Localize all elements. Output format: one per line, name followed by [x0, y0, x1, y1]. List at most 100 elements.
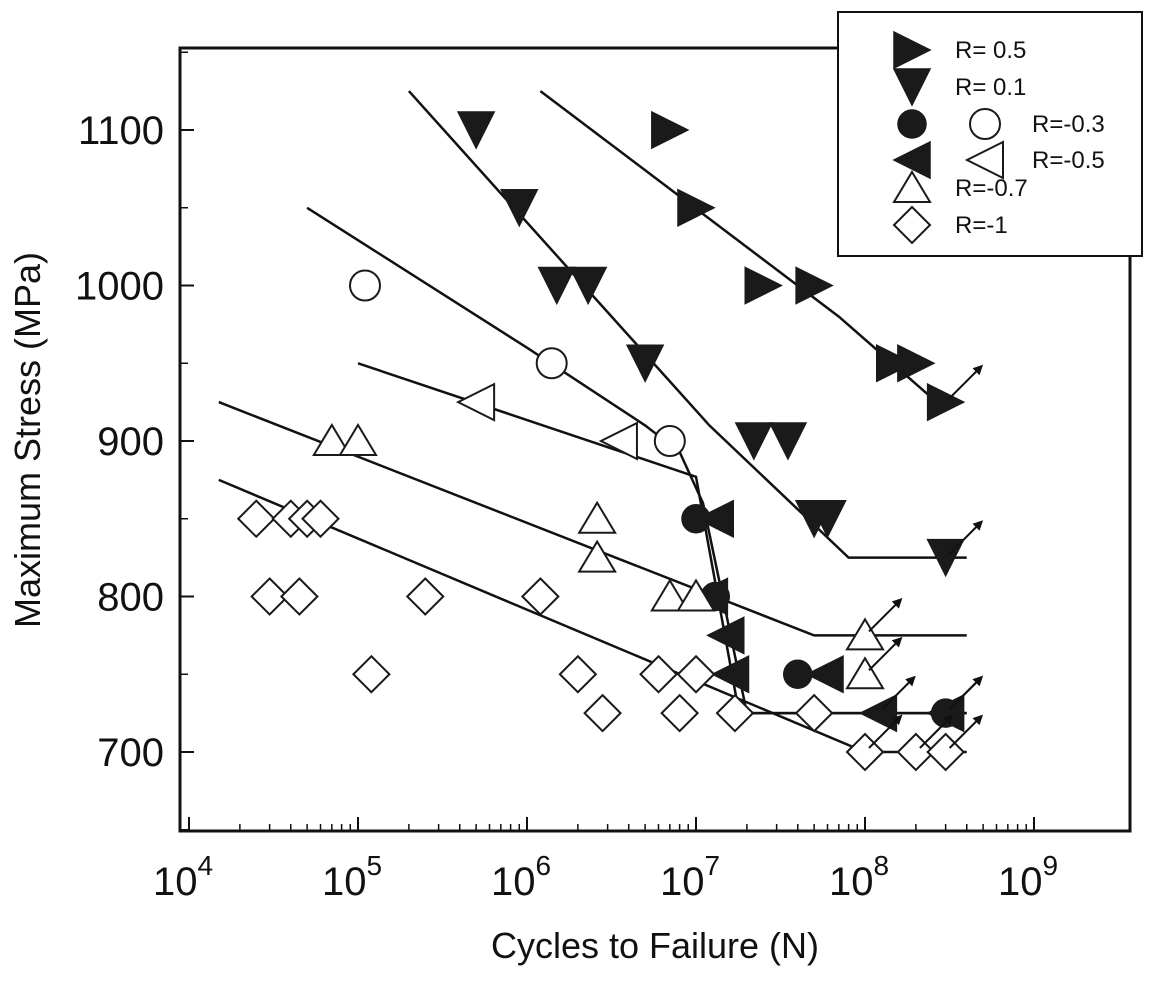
runout-arrow — [868, 636, 903, 671]
x-tick-base: 10 — [491, 860, 536, 904]
x-axis-title: Cycles to Failure (N) — [491, 925, 819, 966]
data-point — [794, 693, 834, 733]
y-tick-label: 700 — [97, 731, 164, 775]
runout-arrow — [919, 714, 954, 749]
data-point — [744, 266, 783, 305]
data-point — [676, 654, 716, 694]
x-tick-base: 10 — [829, 860, 874, 904]
fit-line — [218, 400, 967, 637]
data-point — [537, 266, 576, 306]
legend-marker — [892, 170, 932, 203]
legend-marker — [969, 108, 1001, 140]
y-axis-title: Maximum Stress (MPa) — [7, 252, 48, 628]
runout-arrow — [868, 597, 903, 633]
runout-arrow — [948, 364, 984, 399]
legend-marker — [892, 68, 932, 107]
x-tick-exponent: 7 — [704, 850, 720, 881]
data-point — [301, 499, 340, 539]
x-tick-label: 107 — [660, 850, 720, 904]
x-tick-base: 10 — [660, 860, 705, 904]
legend-marker — [893, 30, 932, 70]
runout-arrow — [868, 714, 903, 749]
x-tick-base: 10 — [322, 860, 367, 904]
data-point — [676, 578, 716, 612]
data-point — [456, 111, 496, 150]
fit-line — [407, 90, 967, 559]
y-axis-ticks: 700 800 900 1000 1100 — [75, 109, 194, 775]
x-tick-exponent: 5 — [366, 850, 382, 881]
data-point — [312, 423, 352, 456]
legend-label-rm05: R=-0.5 — [1032, 147, 1105, 174]
data-markers — [236, 110, 966, 772]
x-tick-exponent: 9 — [1042, 850, 1058, 881]
data-point — [577, 500, 617, 534]
data-point — [577, 539, 617, 573]
legend-marker — [892, 205, 932, 245]
x-minor-ticks — [239, 824, 1028, 831]
x-tick-label: 104 — [153, 850, 213, 904]
runout-arrow — [948, 714, 984, 749]
x-axis-ticks: 104 105 106 107 108 109 — [153, 817, 1058, 904]
x-tick-label: 106 — [491, 850, 551, 904]
data-point — [795, 266, 834, 305]
runout-arrows — [868, 364, 984, 749]
data-point — [660, 693, 700, 733]
data-point — [558, 654, 598, 694]
x-tick-label: 105 — [322, 850, 382, 904]
legend-markers — [892, 30, 1004, 245]
data-point — [405, 577, 445, 616]
data-point — [845, 617, 885, 651]
data-point — [583, 693, 622, 733]
x-tick-exponent: 8 — [873, 850, 889, 881]
data-point — [650, 578, 690, 612]
y-tick-label: 800 — [97, 576, 164, 620]
plot-area-frame — [178, 46, 1132, 833]
legend-marker — [892, 140, 931, 180]
data-point — [876, 344, 915, 383]
data-point — [695, 499, 735, 538]
legend-marker — [964, 140, 1004, 180]
data-point — [236, 499, 276, 539]
data-point — [625, 344, 665, 383]
data-point — [500, 189, 539, 228]
data-point — [710, 655, 750, 694]
data-point — [677, 188, 716, 227]
data-point — [568, 266, 608, 306]
x-tick-exponent: 6 — [535, 850, 551, 881]
data-point — [808, 500, 847, 539]
data-point — [926, 382, 966, 422]
legend-label-r01: R= 0.1 — [955, 74, 1026, 101]
legend-marker — [897, 109, 927, 139]
legend: R= 0.5 R= 0.1 R=-0.3 R=-0.5 R=-0.7 R=-1 — [837, 11, 1143, 257]
data-point — [535, 347, 568, 380]
data-point — [706, 616, 745, 655]
legend-label-r05: R= 0.5 — [955, 37, 1026, 64]
data-point — [279, 577, 319, 616]
data-point — [338, 423, 378, 456]
data-point — [351, 654, 391, 694]
data-point — [520, 577, 560, 616]
data-point — [455, 382, 496, 422]
runout-arrow — [948, 675, 984, 710]
data-point — [845, 656, 885, 690]
data-point — [598, 421, 638, 461]
data-point — [715, 693, 755, 733]
data-point — [250, 577, 290, 616]
data-point — [734, 422, 774, 461]
y-minor-ticks — [180, 51, 188, 831]
legend-label-rm1: R=-1 — [955, 212, 1008, 239]
data-point — [805, 655, 844, 694]
runout-arrow — [948, 520, 984, 555]
data-point — [897, 344, 936, 383]
fit-line — [539, 90, 947, 411]
y-tick-label: 1100 — [78, 109, 164, 153]
legend-label-rm03: R=-0.3 — [1032, 111, 1105, 138]
runout-arrow — [881, 675, 916, 710]
x-tick-base: 10 — [998, 860, 1043, 904]
data-point — [768, 422, 808, 461]
x-tick-exponent: 4 — [197, 850, 213, 881]
legend-label-rm07: R=-0.7 — [955, 175, 1028, 202]
data-point — [653, 425, 686, 457]
data-point — [348, 269, 381, 302]
